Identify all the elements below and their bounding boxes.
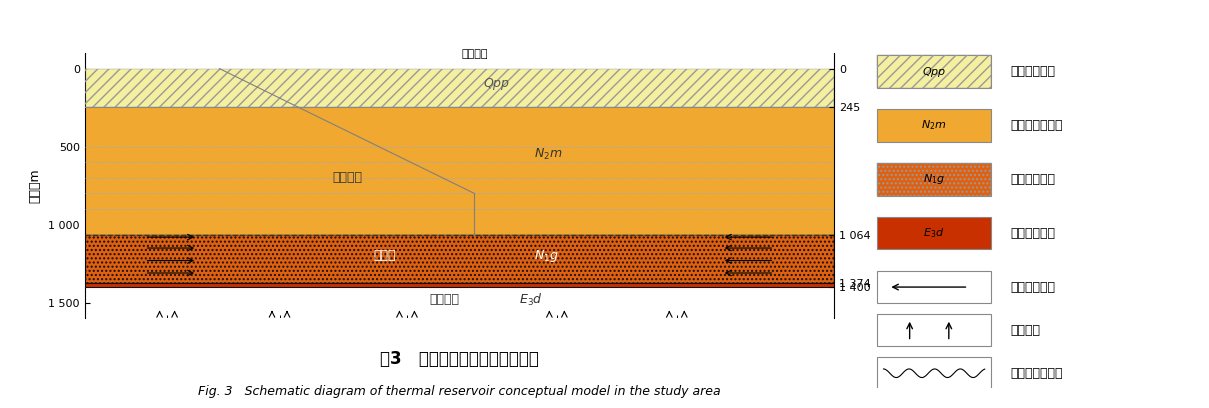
FancyBboxPatch shape [877,217,991,249]
Bar [85,69,834,107]
Y-axis label: 深度／m: 深度／m [28,169,41,203]
Text: 第四系平原组: 第四系平原组 [1011,65,1055,78]
Text: Fig. 3   Schematic diagram of thermal reservoir conceptual model in the study ar: Fig. 3 Schematic diagram of thermal rese… [198,385,721,398]
Text: 古近系东营组: 古近系东营组 [1011,227,1055,240]
Text: Qp$p$: Qp$p$ [922,64,947,79]
Text: 图3   研究区热储概念模型示意图: 图3 研究区热储概念模型示意图 [380,350,539,368]
Bar [85,69,834,107]
Bar [877,314,991,346]
Bar [85,235,834,283]
Text: E$_3$$d$: E$_3$$d$ [520,291,543,308]
Bar [85,283,834,287]
Text: N$_2$$m$: N$_2$$m$ [921,119,947,133]
Bar [877,357,991,389]
Text: N$_2$$m$: N$_2$$m$ [534,147,563,162]
FancyBboxPatch shape [877,109,991,142]
Text: N$_1$$g$: N$_1$$g$ [534,248,560,264]
Text: 新近系明化镇组: 新近系明化镇组 [1011,119,1064,132]
Text: 不整合地质界线: 不整合地质界线 [1011,367,1064,380]
Bar [85,235,834,283]
FancyBboxPatch shape [877,55,991,88]
Bar [85,107,834,235]
FancyBboxPatch shape [877,163,991,195]
Text: 热储盖层: 热储盖层 [332,171,361,184]
Text: E$_3$$d$: E$_3$$d$ [924,226,945,240]
Text: N$_1$$g$: N$_1$$g$ [922,172,945,186]
Text: 大地热流: 大地热流 [1011,324,1041,337]
Text: 侧向补给水源: 侧向补给水源 [1011,281,1055,294]
Text: 新近系馆陶组: 新近系馆陶组 [1011,173,1055,186]
Text: 热储底板: 热储底板 [429,293,459,306]
Text: 人工排泄: 人工排泄 [461,49,487,59]
Bar [877,271,991,303]
Text: Qp$p$: Qp$p$ [484,76,510,92]
Text: 热储层: 热储层 [374,249,395,262]
